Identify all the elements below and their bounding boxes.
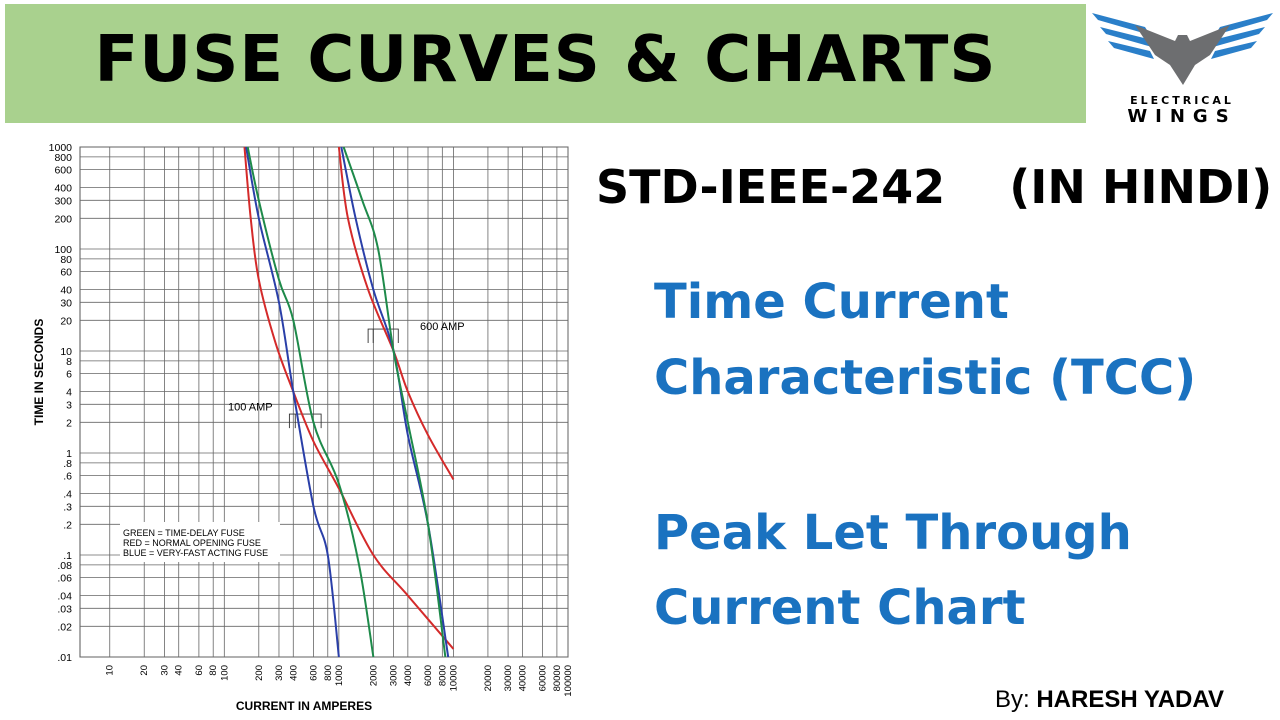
y-tick-label: .4	[63, 489, 72, 501]
y-tick-label: 1	[66, 448, 72, 460]
x-tick-label: 30	[159, 665, 170, 676]
y-tick-label: .04	[57, 591, 72, 603]
fuse-tcc-chart: 10 20 30 40 60 80 100 200 300 400 600 800 1000 2000 30…	[32, 142, 574, 713]
x-tick-label: 20	[139, 665, 150, 676]
x-tick-label: 800	[323, 665, 334, 681]
x-axis-label: CURRENT IN AMPERES	[236, 699, 372, 713]
y-tick-label: .03	[57, 603, 72, 615]
x-tick-label: 1000	[334, 665, 345, 686]
author-credit: By: HARESH YADAV	[995, 686, 1224, 714]
fuse-curve-100-amp	[246, 146, 375, 658]
eagle-icon	[1135, 25, 1230, 85]
page-title: FUSE CURVES & CHARTS	[94, 23, 997, 97]
x-tick-label: 80000	[552, 665, 563, 691]
x-tick-label: 100	[219, 665, 230, 681]
y-tick-label: 80	[60, 254, 72, 266]
y-tick-label: 800	[54, 152, 72, 164]
y-tick-label: 40	[60, 285, 72, 297]
logo-text-line2: WINGS	[1127, 106, 1236, 125]
y-tick-label: 400	[54, 183, 72, 195]
x-tick-label: 2000	[368, 665, 379, 686]
y-tick-label: 300	[54, 195, 72, 207]
x-tick-label: 300	[274, 665, 285, 681]
annotation-label: 600 AMP	[420, 321, 465, 333]
fuse-curve-600-amp	[342, 146, 447, 658]
y-tick-label: 100	[54, 244, 72, 256]
x-tick-label: 8000	[437, 665, 448, 686]
y-tick-label: 10	[60, 346, 72, 358]
y-tick-label: 2	[66, 417, 72, 429]
y-tick-label: 200	[54, 213, 72, 225]
x-tick-label: 80	[208, 665, 219, 676]
plot-area	[79, 146, 569, 658]
legend-box	[120, 522, 280, 562]
annotation-label: 100 AMP	[228, 402, 273, 414]
x-tick-label: 3000	[389, 665, 400, 686]
y-tick-label: 8	[66, 356, 72, 368]
y-tick-label: 600	[54, 165, 72, 177]
y-tick-label: .01	[57, 652, 72, 664]
y-axis-label: TIME IN SECONDS	[32, 319, 46, 426]
y-tick-label: .1	[63, 550, 72, 562]
x-tick-label: 6000	[423, 665, 434, 686]
y-tick-label: 1000	[49, 142, 73, 154]
y-tick-label: .8	[63, 458, 72, 470]
legend-entry: GREEN = TIME-DELAY FUSE	[123, 528, 245, 538]
x-tick-label: 60000	[538, 665, 549, 691]
x-tick-label: 600	[308, 665, 319, 681]
topic-line-3: Peak Let Through	[654, 505, 1132, 561]
x-tick-label: 10000	[448, 665, 459, 691]
y-tick-label: 3	[66, 399, 72, 411]
title-banner: FUSE CURVES & CHARTS	[5, 4, 1086, 123]
x-tick-label: 10	[105, 665, 116, 676]
y-tick-label: .6	[63, 471, 72, 483]
standard-label: STD-IEEE-242 (IN HINDI)	[596, 160, 1273, 214]
y-tick-label: 30	[60, 297, 72, 309]
fuse-curve-100-amp	[243, 146, 455, 650]
topic-line-4: Current Chart	[654, 580, 1026, 636]
x-tick-label: 30000	[503, 665, 514, 691]
x-tick-label: 400	[288, 665, 299, 681]
y-tick-label: 20	[60, 315, 72, 327]
x-tick-label: 4000	[403, 665, 414, 686]
x-tick-label: 60	[194, 665, 205, 676]
logo-text-line1: ELECTRICAL	[1130, 94, 1234, 107]
y-tick-label: 60	[60, 267, 72, 279]
legend-entry: RED = NORMAL OPENING FUSE	[123, 538, 261, 548]
wing-stripes-icon	[1092, 13, 1273, 59]
y-tick-label: .2	[63, 519, 72, 531]
x-tick-label: 100000	[563, 665, 574, 697]
topic-line-2: Characteristic (TCC)	[654, 350, 1197, 406]
y-tick-label: .3	[63, 501, 72, 513]
annotation-bracket	[288, 413, 322, 429]
y-tick-label: .02	[57, 621, 72, 633]
y-tick-label: 6	[66, 369, 72, 381]
y-tick-label: .08	[57, 560, 72, 572]
legend-entry: BLUE = VERY-FAST ACTING FUSE	[123, 548, 268, 558]
electrical-wings-logo: ELECTRICAL WINGS	[1092, 13, 1273, 125]
author-name: HARESH YADAV	[1036, 686, 1224, 713]
x-tick-label: 40	[174, 665, 185, 676]
y-tick-label: 4	[66, 387, 72, 399]
x-tick-label: 200	[254, 665, 265, 681]
y-tick-label: .06	[57, 573, 72, 585]
author-prefix: By:	[995, 686, 1037, 713]
fuse-curve-100-amp	[245, 146, 340, 658]
x-tick-label: 40000	[517, 665, 528, 691]
x-tick-label: 20000	[483, 665, 494, 691]
topic-line-1: Time Current	[654, 274, 1009, 330]
